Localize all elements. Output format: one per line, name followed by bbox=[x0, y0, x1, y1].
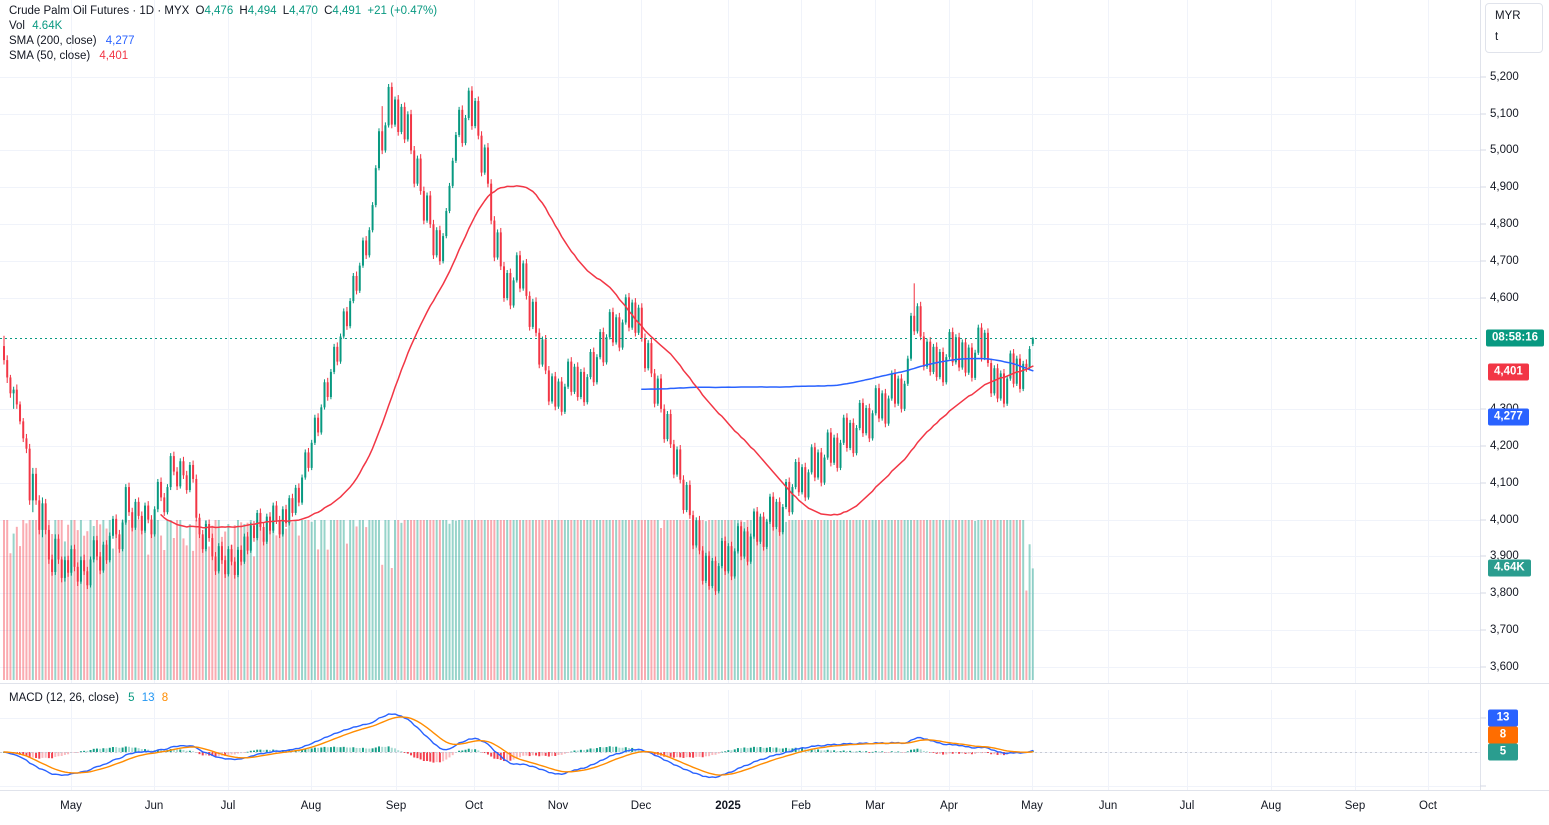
price-tick-mark bbox=[1480, 408, 1486, 410]
time-tick-label: Dec bbox=[630, 800, 652, 812]
price-tick-label: 4,600 bbox=[1490, 292, 1519, 305]
volume-badge[interactable]: 4.64K bbox=[1488, 559, 1531, 577]
scale-divider bbox=[1480, 0, 1481, 790]
currency-unit-box[interactable]: MYR t bbox=[1485, 3, 1543, 53]
macd-signal-line bbox=[3, 716, 1034, 776]
price-tick-label: 4,200 bbox=[1490, 439, 1519, 452]
time-tick-label: Aug bbox=[300, 800, 322, 812]
time-tick-label: Nov bbox=[547, 800, 569, 812]
price-tick-mark bbox=[1480, 592, 1486, 594]
price-tick-mark bbox=[1480, 519, 1486, 521]
price-tick-mark bbox=[1480, 482, 1486, 484]
time-tick-label: Sep bbox=[1344, 800, 1366, 812]
candlesticks bbox=[3, 82, 1034, 595]
price-tick-mark bbox=[1480, 223, 1486, 225]
price-tick-mark bbox=[1480, 186, 1486, 188]
time-tick-label: Jul bbox=[1179, 800, 1195, 812]
price-tick-label: 3,800 bbox=[1490, 587, 1519, 600]
time-tick-label: Jun bbox=[1098, 800, 1118, 812]
price-tick-mark bbox=[1480, 629, 1486, 631]
price-tick-label: 3,600 bbox=[1490, 661, 1519, 674]
time-tick-label: Feb bbox=[791, 800, 811, 812]
price-tick-mark bbox=[1480, 113, 1486, 115]
price-tick-label: 5,200 bbox=[1490, 70, 1519, 83]
time-scale[interactable]: May Jun Jul Aug Sep Oct Nov Dec 2025 Feb Mar Apr May… bbox=[0, 790, 1549, 825]
currency-label: MYR bbox=[1495, 10, 1521, 22]
chart-plot-area[interactable] bbox=[0, 0, 1480, 824]
price-tick-label: 4,100 bbox=[1490, 476, 1519, 489]
price-tick-mark bbox=[1480, 555, 1486, 557]
sma50-line bbox=[160, 185, 1034, 529]
sma200-badge[interactable]: 4,277 bbox=[1488, 408, 1529, 426]
price-tick-label: 3,900 bbox=[1490, 550, 1519, 563]
price-tick-mark bbox=[1480, 445, 1486, 447]
unit-label: t bbox=[1495, 31, 1499, 43]
time-tick-label: May bbox=[60, 800, 82, 812]
macd-line-badge[interactable]: 13 bbox=[1488, 709, 1518, 727]
price-tick-label: 4,900 bbox=[1490, 181, 1519, 194]
macd-tick-mark bbox=[1480, 717, 1486, 719]
panel-divider[interactable] bbox=[0, 683, 1549, 684]
time-tick-label: Mar bbox=[865, 800, 885, 812]
price-tick-mark bbox=[1480, 149, 1486, 151]
macd-tick-mark bbox=[1480, 785, 1486, 787]
sma50-badge[interactable]: 4,401 bbox=[1488, 363, 1529, 381]
volume-bars bbox=[3, 520, 1034, 680]
macd-hist-badge[interactable]: 5 bbox=[1488, 743, 1518, 761]
price-tick-label: 4,800 bbox=[1490, 218, 1519, 231]
time-tick-label: Aug bbox=[1260, 800, 1282, 812]
price-tick-label: 5,100 bbox=[1490, 107, 1519, 120]
time-tick-label: Oct bbox=[465, 800, 483, 812]
time-tick-label: Jun bbox=[144, 800, 164, 812]
macd-line bbox=[3, 713, 1034, 779]
time-tick-label: Apr bbox=[940, 800, 958, 812]
macd-signal-badge[interactable]: 8 bbox=[1488, 726, 1518, 744]
macd-histogram bbox=[3, 746, 1034, 763]
last-time-badge[interactable]: 08:58:16 bbox=[1486, 329, 1545, 347]
price-tick-mark bbox=[1480, 76, 1486, 78]
grid-lines bbox=[0, 0, 1480, 790]
time-tick-label: 2025 bbox=[715, 800, 741, 812]
time-tick-label: Jul bbox=[220, 800, 236, 812]
price-scale[interactable]: 5,2005,1005,0004,9004,8004,7004,6004,300… bbox=[1480, 0, 1549, 790]
time-tick-label: Sep bbox=[385, 800, 407, 812]
price-tick-mark bbox=[1480, 260, 1486, 262]
sma200-line bbox=[641, 357, 1034, 391]
price-tick-label: 3,700 bbox=[1490, 624, 1519, 637]
price-tick-label: 4,700 bbox=[1490, 255, 1519, 268]
price-tick-label: 5,000 bbox=[1490, 144, 1519, 157]
price-tick-mark bbox=[1480, 666, 1486, 668]
price-tick-mark bbox=[1480, 297, 1486, 299]
price-tick-label: 4,000 bbox=[1490, 513, 1519, 526]
time-tick-label: May bbox=[1021, 800, 1043, 812]
time-tick-label: Oct bbox=[1419, 800, 1437, 812]
